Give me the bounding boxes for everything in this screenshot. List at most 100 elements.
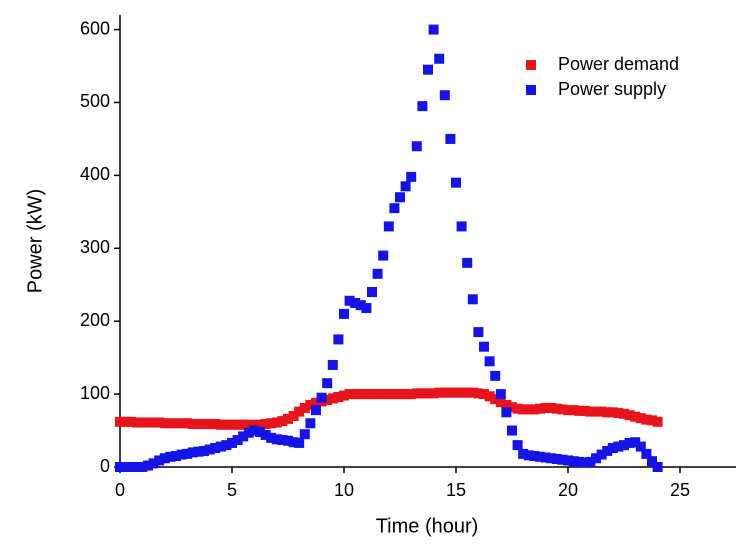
marker (495, 397, 506, 408)
marker (311, 397, 321, 408)
marker (271, 434, 282, 445)
marker (574, 456, 585, 467)
marker (260, 429, 271, 440)
marker (327, 393, 338, 404)
marker (159, 418, 170, 429)
marker (579, 457, 590, 468)
marker (507, 402, 517, 413)
y-tick-label: 100 (80, 383, 110, 403)
y-tick-label: 0 (100, 456, 110, 476)
marker (243, 419, 254, 430)
marker (227, 437, 237, 448)
marker (423, 388, 433, 399)
marker (484, 391, 495, 402)
marker (501, 407, 512, 418)
marker (479, 389, 489, 400)
marker (232, 435, 243, 446)
marker (445, 133, 456, 144)
marker (260, 418, 271, 429)
marker (523, 404, 534, 415)
marker (120, 416, 131, 427)
marker (630, 411, 641, 422)
marker (154, 455, 165, 466)
marker (613, 441, 624, 452)
x-axis-label: Time (hour) (376, 515, 479, 537)
marker (339, 308, 349, 319)
marker (238, 419, 249, 430)
legend-marker (526, 85, 536, 95)
marker (400, 389, 411, 400)
marker (451, 387, 461, 398)
marker (165, 451, 176, 462)
marker (176, 418, 187, 429)
marker (551, 403, 562, 414)
marker (210, 443, 221, 454)
x-tick-label: 5 (227, 480, 237, 500)
marker (148, 417, 159, 428)
marker (490, 394, 501, 405)
marker (602, 407, 613, 418)
marker (171, 418, 181, 429)
marker (557, 454, 568, 465)
marker (283, 435, 293, 446)
marker (316, 392, 327, 403)
y-tick-label: 500 (80, 91, 110, 111)
marker (215, 419, 226, 430)
marker (182, 448, 193, 459)
marker (210, 418, 221, 429)
marker (339, 390, 349, 401)
marker (221, 440, 232, 451)
marker (283, 413, 293, 424)
marker (479, 341, 489, 352)
marker (624, 437, 635, 448)
marker (355, 300, 366, 311)
marker (523, 450, 534, 461)
marker (232, 419, 243, 430)
marker (299, 429, 310, 440)
marker (591, 406, 601, 417)
legend-label: Power demand (558, 54, 679, 74)
marker (322, 378, 333, 389)
marker (249, 419, 260, 430)
marker (518, 448, 529, 459)
marker (439, 387, 450, 398)
marker (165, 418, 176, 429)
marker (389, 389, 400, 400)
marker (456, 221, 467, 232)
marker (417, 388, 428, 399)
marker (255, 419, 265, 430)
y-tick-label: 400 (80, 164, 110, 184)
marker (568, 456, 579, 467)
marker (613, 408, 624, 419)
marker (322, 394, 333, 405)
marker (473, 327, 484, 338)
marker (288, 410, 299, 421)
marker (456, 387, 467, 398)
marker (378, 389, 389, 400)
marker (187, 447, 198, 458)
marker (439, 90, 450, 101)
marker (428, 388, 439, 399)
marker (389, 203, 400, 214)
marker (641, 414, 652, 425)
marker (271, 417, 282, 428)
marker (529, 451, 540, 462)
marker (602, 445, 613, 456)
marker (266, 432, 277, 443)
marker (423, 64, 433, 75)
y-axis-label: Power (kW) (24, 189, 46, 293)
marker (277, 435, 288, 446)
marker (115, 462, 125, 472)
marker (378, 250, 389, 261)
marker (176, 449, 187, 460)
marker (624, 410, 635, 421)
marker (277, 416, 288, 427)
marker (535, 451, 545, 462)
marker (434, 53, 445, 64)
marker (333, 392, 344, 403)
marker (294, 406, 305, 417)
marker (619, 440, 629, 451)
marker (126, 416, 137, 427)
marker (591, 453, 601, 464)
